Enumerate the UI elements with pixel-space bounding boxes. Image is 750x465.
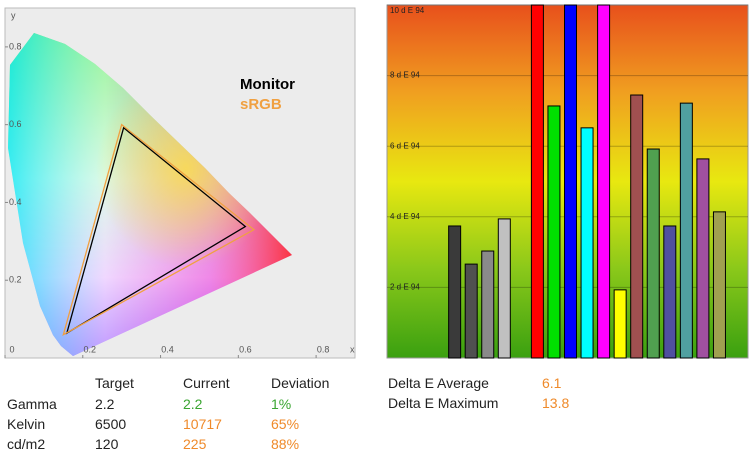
x-tick-label: 0.6: [239, 344, 252, 354]
x-tick-label: 0.8: [317, 344, 330, 354]
x-tick-label: 0.2: [84, 344, 97, 354]
table-cell: 10717: [183, 416, 222, 432]
y-axis-label: y: [11, 10, 16, 20]
y-tick-label: 6 d E 94: [390, 141, 420, 150]
bar: [696, 158, 710, 359]
bar: [630, 94, 644, 359]
bar: [481, 250, 495, 359]
row-label: Kelvin: [7, 416, 46, 432]
bar: [613, 289, 627, 359]
x-tick-label: 0: [9, 344, 14, 354]
y-tick-label: 2 d E 94: [390, 283, 420, 292]
summary-value: 6.1: [542, 375, 562, 391]
charts: 0 0.2 0.4 0.6 0.8 0.2 0.4 0.6 0.8 x y Monitor sRGB 2 …: [4, 4, 749, 359]
table-cell: 1%: [271, 396, 292, 412]
x-axis-label: x: [350, 344, 355, 354]
summary-value: 13.8: [542, 395, 570, 411]
bar: [530, 4, 544, 359]
bar: [646, 148, 660, 359]
column-header: Current: [183, 375, 230, 391]
table-cell: 6500: [95, 416, 127, 432]
y-tick-label: 0.8: [9, 41, 22, 51]
bar: [712, 211, 726, 359]
column-header: Deviation: [271, 375, 330, 391]
table-cell: 120: [95, 436, 119, 452]
y-tick-label: 8 d E 94: [390, 71, 420, 80]
legend-entry: Monitor: [240, 76, 295, 93]
bar: [580, 127, 594, 359]
y-tick-label: 0.4: [9, 197, 22, 207]
row-label: Gamma: [7, 396, 57, 412]
table-cell: 2.2: [95, 396, 115, 412]
bar: [564, 4, 577, 359]
gamut-triangle: [62, 123, 256, 336]
row-label: cd/m2: [7, 436, 46, 452]
y-tick-label: 10 d E 94: [390, 6, 425, 15]
y-tick-label: 0.2: [9, 275, 22, 285]
summary-label: Delta E Average: [388, 375, 489, 391]
y-tick-label: 0.6: [9, 119, 22, 129]
y-tick-label: 4 d E 94: [390, 212, 420, 221]
bar: [547, 105, 561, 359]
summary-label: Delta E Maximum: [388, 395, 499, 411]
bar: [464, 263, 478, 359]
bar: [497, 218, 511, 359]
gamut-triangle: [65, 126, 247, 335]
table-cell: 65%: [271, 416, 300, 432]
bar: [663, 225, 677, 359]
table-cell: 225: [183, 436, 207, 452]
x-tick-label: 0.4: [161, 344, 174, 354]
bar: [597, 4, 611, 359]
bar: [679, 102, 693, 359]
bar: [448, 225, 462, 359]
table-cell: 2.2: [183, 396, 203, 412]
column-header: Target: [95, 375, 134, 391]
legend-entry: sRGB: [240, 96, 282, 113]
table-cell: 88%: [271, 436, 300, 452]
